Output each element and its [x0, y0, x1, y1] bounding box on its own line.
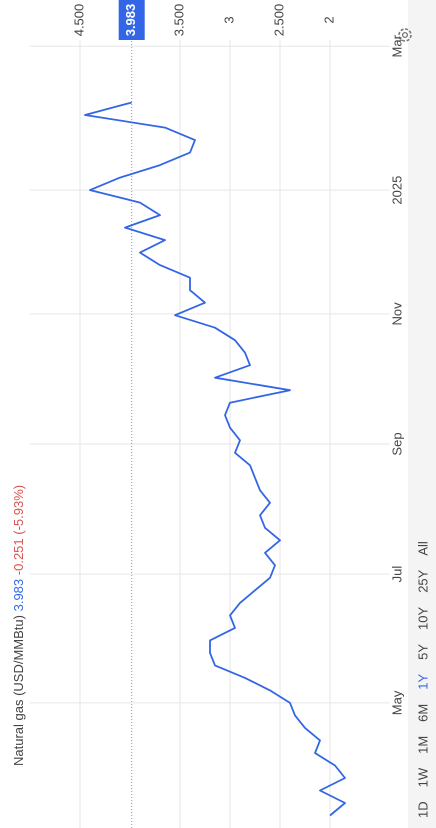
- chart-body: 2 2.500 3 3.500 4.500 May Jul Sep Nov 2025 Mar 3.98…: [11, 0, 436, 828]
- title-value: 3.983: [11, 579, 26, 612]
- last-value-label: 3.983: [123, 4, 138, 37]
- range-button[interactable]: 1W: [415, 767, 430, 787]
- range-button[interactable]: 1Y: [415, 674, 430, 690]
- range-button[interactable]: 6M: [415, 704, 430, 722]
- x-tick-label: Mar: [389, 34, 404, 57]
- x-tick-label: Jul: [389, 566, 404, 583]
- x-tick-label: Sep: [389, 432, 404, 455]
- chart-title: Natural gas (USD/MMBtu) 3.983 -0.251 (-5…: [11, 485, 26, 766]
- price-line: [84, 101, 346, 817]
- last-value-box: [118, 0, 145, 40]
- y-tick-label: 3: [221, 16, 236, 23]
- x-tick-label: 2025: [389, 176, 404, 205]
- title-change: -0.251 (-5.93%): [11, 485, 26, 575]
- y-tick-label: 4.500: [71, 4, 86, 37]
- range-button[interactable]: 25Y: [415, 569, 430, 592]
- settings-icon[interactable]: [398, 28, 412, 42]
- range-button[interactable]: 1D: [415, 801, 430, 818]
- range-button[interactable]: 10Y: [415, 606, 430, 629]
- range-button[interactable]: 1M: [415, 736, 430, 754]
- y-tick-label: 2.500: [271, 4, 286, 37]
- range-bar: [408, 0, 436, 828]
- title-text: Natural gas (USD/MMBtu): [11, 615, 26, 766]
- range-button[interactable]: 5Y: [415, 644, 430, 660]
- y-tick-label: 3.500: [171, 4, 186, 37]
- y-tick-label: 2: [321, 16, 336, 23]
- range-button[interactable]: All: [415, 541, 430, 556]
- x-tick-label: Nov: [389, 302, 404, 326]
- x-tick-label: May: [389, 690, 404, 715]
